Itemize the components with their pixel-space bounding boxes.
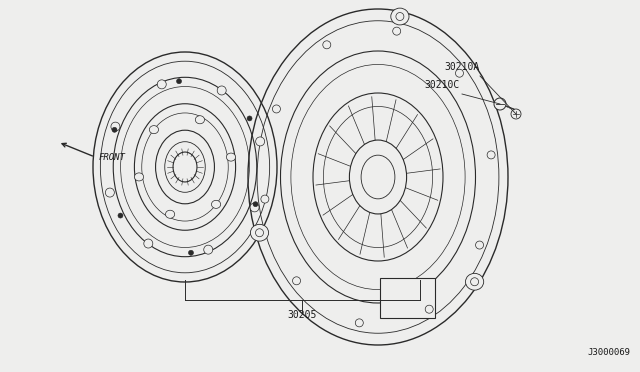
Circle shape: [511, 109, 521, 119]
Circle shape: [476, 241, 484, 249]
Text: 30205: 30205: [287, 310, 317, 320]
FancyBboxPatch shape: [381, 278, 435, 318]
Ellipse shape: [195, 116, 205, 124]
Circle shape: [292, 277, 301, 285]
Circle shape: [188, 250, 193, 255]
Ellipse shape: [313, 93, 443, 261]
Ellipse shape: [149, 126, 159, 134]
Circle shape: [425, 305, 433, 313]
Circle shape: [204, 245, 212, 254]
Ellipse shape: [134, 173, 143, 181]
Circle shape: [177, 79, 182, 84]
Ellipse shape: [173, 152, 197, 182]
Circle shape: [247, 116, 252, 121]
Ellipse shape: [349, 140, 406, 214]
Text: 30210A: 30210A: [445, 62, 480, 72]
Circle shape: [487, 151, 495, 159]
Circle shape: [456, 69, 463, 77]
Circle shape: [393, 27, 401, 35]
Text: FRONT: FRONT: [99, 153, 126, 161]
Ellipse shape: [250, 224, 269, 241]
Circle shape: [255, 137, 265, 146]
Circle shape: [217, 86, 226, 95]
Circle shape: [157, 80, 166, 89]
Circle shape: [250, 203, 259, 212]
Text: 30210C: 30210C: [425, 80, 460, 90]
Circle shape: [255, 229, 264, 237]
Circle shape: [273, 105, 280, 113]
Circle shape: [106, 188, 115, 197]
Ellipse shape: [227, 153, 236, 161]
Circle shape: [118, 213, 123, 218]
Circle shape: [470, 278, 479, 286]
Circle shape: [253, 202, 258, 207]
Ellipse shape: [391, 8, 409, 25]
Circle shape: [112, 127, 117, 132]
Ellipse shape: [465, 273, 484, 290]
Circle shape: [494, 98, 506, 110]
Text: J3000069: J3000069: [587, 348, 630, 357]
Circle shape: [144, 239, 153, 248]
Ellipse shape: [166, 210, 175, 218]
Ellipse shape: [211, 201, 221, 208]
Circle shape: [261, 195, 269, 203]
Circle shape: [323, 41, 331, 49]
Circle shape: [111, 122, 120, 131]
Circle shape: [355, 319, 364, 327]
Circle shape: [396, 13, 404, 20]
